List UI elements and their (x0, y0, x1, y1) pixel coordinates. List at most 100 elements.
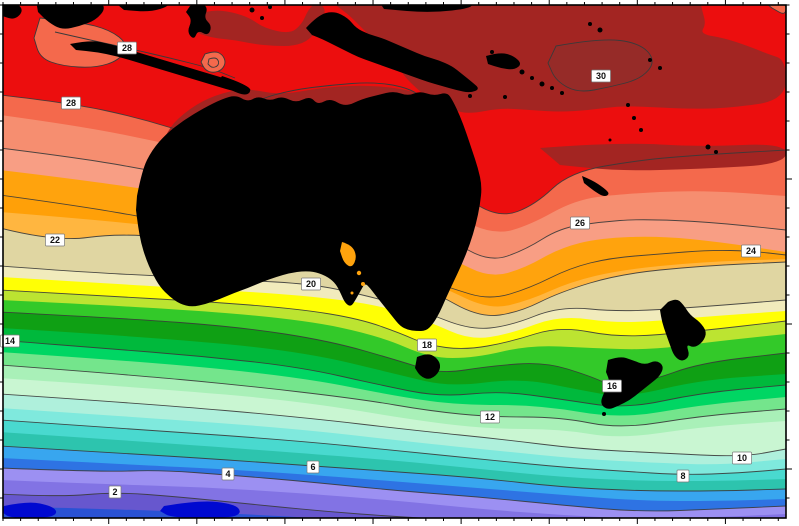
land-masses (3, 5, 706, 409)
contour-label-box (741, 244, 761, 258)
land-java-lesser-sunda (70, 41, 251, 92)
land-sulawesi (186, 5, 211, 38)
contour-label-30: 30 (591, 69, 611, 83)
contour-label-text: 28 (66, 98, 76, 108)
dark-red-west-lobe (192, 5, 325, 46)
island-dots (249, 5, 718, 416)
island-dot (648, 58, 652, 62)
island-dot (499, 55, 505, 61)
cold-pool-west (3, 502, 57, 518)
contour-label-box (221, 467, 235, 481)
island-dot (714, 150, 718, 154)
gulf-dot (361, 282, 365, 286)
contour-line-12 (3, 364, 786, 427)
contour-label-box (117, 41, 137, 55)
island-dot (530, 76, 534, 80)
island-dot (560, 91, 564, 95)
contour-label-28: 28 (61, 96, 81, 110)
island-dot (658, 66, 662, 70)
contour-label-box (301, 277, 321, 291)
land-sumatra-tip (3, 5, 22, 19)
land-new-caledonia (582, 176, 609, 196)
contour-label-text: 18 (422, 340, 432, 350)
contour-label-20: 20 (301, 277, 321, 291)
island-dot (597, 27, 603, 33)
island-dot (626, 103, 630, 107)
contour-label-text: 26 (575, 218, 585, 228)
contour-label-text: 30 (596, 71, 606, 81)
land-tasmania (415, 354, 441, 379)
band-below-1 (3, 506, 316, 518)
island-dot (503, 95, 507, 99)
contour-line-10 (3, 393, 786, 457)
island-dot (510, 62, 514, 66)
cold-pools (3, 501, 240, 518)
island-dot (632, 116, 636, 120)
contour-label-text: 20 (306, 279, 316, 289)
island-dot (249, 7, 255, 13)
contour-label-4: 4 (221, 467, 235, 481)
island-dot (490, 50, 494, 54)
contour-line-14 (3, 339, 786, 407)
contour-label-box (732, 451, 752, 465)
island-dot (519, 69, 525, 75)
contour-label-text: 22 (50, 235, 60, 245)
island-dot (639, 128, 643, 132)
map-frame (2, 4, 787, 519)
salmon-spot-timor (200, 51, 226, 73)
land-borneo-south (36, 5, 104, 29)
land-nz-south-island (601, 357, 663, 409)
contour-label-14: 14 (0, 334, 20, 348)
contour-label-text: 16 (607, 381, 617, 391)
contour-label-text: 10 (737, 453, 747, 463)
island-dot (268, 5, 272, 9)
contour-label-box (480, 410, 500, 424)
contour-label-2: 2 (108, 485, 122, 499)
contour-label-text: 14 (5, 336, 15, 346)
land-australia (136, 92, 482, 331)
gulf-dot (350, 291, 354, 295)
contour-line-6 (3, 445, 786, 492)
contour-label-28: 28 (117, 41, 137, 55)
contour-label-text: 8 (680, 471, 685, 481)
land-borneo-strip (118, 5, 168, 12)
land-new-guinea (306, 12, 478, 93)
contour-label-22: 22 (45, 233, 65, 247)
spencer-gulf (340, 242, 356, 267)
contour-label-box (108, 485, 122, 499)
island-dot (468, 94, 472, 98)
island-dot (550, 86, 554, 90)
salmon-spot-inner-ring (207, 57, 220, 68)
contour-label-text: 4 (225, 469, 230, 479)
land-nz-north-island (660, 299, 706, 361)
contour-label-18: 18 (417, 338, 437, 352)
contour-label-10: 10 (732, 451, 752, 465)
island-dot (608, 138, 612, 142)
contour-label-24: 24 (741, 244, 761, 258)
contour-label-box (570, 216, 590, 230)
island-dot (588, 22, 592, 26)
land-timor (218, 76, 250, 95)
temperature-labels: 28 28 30 26 24 22 20 18 16 14 12 10 8 6 4 2 (0, 41, 761, 499)
contour-label-box (417, 338, 437, 352)
contour-label-box (45, 233, 65, 247)
contour-label-box (61, 96, 81, 110)
contour-label-box (676, 469, 690, 483)
contour-label-box (591, 69, 611, 83)
over-30-pool (547, 39, 653, 92)
contour-label-6: 6 (306, 460, 320, 474)
contour-label-text: 24 (746, 246, 756, 256)
contour-label-12: 12 (480, 410, 500, 424)
gulf-dot (356, 270, 362, 276)
island-dot (705, 144, 711, 150)
gulf-warm-spots (340, 242, 365, 295)
contour-label-box (306, 460, 320, 474)
dark-red-coral-sea-strip (540, 143, 786, 171)
island-dot (260, 16, 264, 20)
contour-line-2 (3, 492, 430, 518)
island-dot (602, 412, 606, 416)
land-new-guinea-north-strip (381, 5, 473, 12)
